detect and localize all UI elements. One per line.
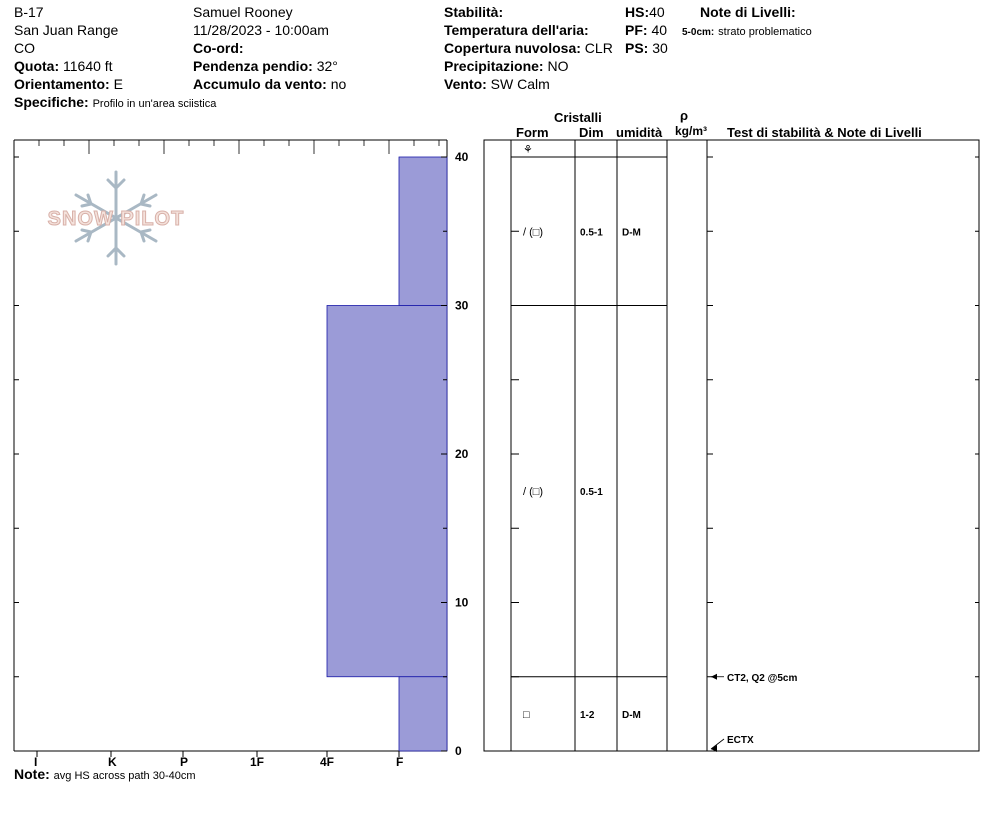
specifics-row: Specifiche: Profilo in un'area sciistica bbox=[14, 94, 216, 112]
hardness-bar bbox=[326, 305, 448, 678]
hs-label: HS: bbox=[625, 4, 650, 20]
layer-note-row: 5-0cm: strato problematico bbox=[682, 22, 812, 41]
wind-load-value: no bbox=[330, 76, 347, 92]
elevation-label: Quota: bbox=[14, 58, 60, 74]
layer-form: □ bbox=[523, 709, 530, 721]
depth-label: 20 bbox=[455, 447, 469, 461]
elevation-row: Quota: 11640 ft bbox=[14, 58, 113, 74]
pf-label: PF: bbox=[625, 22, 648, 38]
wind-value: SW Calm bbox=[490, 76, 550, 92]
density-header: kg/m³ bbox=[675, 124, 708, 138]
wind-load-row: Accumulo da vento: no bbox=[193, 76, 346, 92]
observer-name: Samuel Rooney bbox=[193, 4, 293, 20]
slope-value: 32° bbox=[316, 58, 338, 74]
aspect-label: Orientamento: bbox=[14, 76, 110, 92]
note-row: Note: avg HS across path 30-40cm bbox=[14, 766, 196, 784]
observation-datetime: 11/28/2023 - 10:00am bbox=[193, 22, 329, 38]
layer-moisture: D-M bbox=[622, 710, 641, 721]
logo-text: SNOW PILOT bbox=[47, 208, 185, 231]
note-text: avg HS across path 30-40cm bbox=[53, 770, 196, 782]
ps-label: PS: bbox=[625, 40, 649, 56]
layer-size: 0.5-1 bbox=[580, 227, 603, 238]
wind-load-label: Accumulo da vento: bbox=[193, 76, 327, 92]
specifics-label: Specifiche: bbox=[14, 94, 89, 110]
test-note: ECTX bbox=[727, 735, 754, 746]
specifics-value: Profilo in un'area sciistica bbox=[92, 98, 217, 110]
precip-value: NO bbox=[547, 58, 569, 74]
crystals-header: Cristalli bbox=[554, 110, 602, 125]
elevation-value: 11640 ft bbox=[63, 58, 113, 74]
snowpilot-logo: SNOW PILOT bbox=[38, 168, 194, 268]
hs-row: HS:40 bbox=[625, 4, 665, 20]
sky-label: Copertura nuvolosa: bbox=[444, 40, 581, 56]
layer-size: 1-2 bbox=[580, 710, 595, 721]
test-arrowhead bbox=[711, 673, 717, 680]
layer-form: / (□) bbox=[523, 226, 543, 238]
slope-row: Pendenza pendio: 32° bbox=[193, 58, 338, 74]
form-header: Form bbox=[516, 125, 549, 140]
test-pointer bbox=[710, 738, 725, 750]
wind-row: Vento: SW Calm bbox=[444, 76, 550, 92]
depth-label: 10 bbox=[455, 596, 469, 610]
range-name: San Juan Range bbox=[14, 22, 119, 38]
moisture-header: umidità bbox=[616, 125, 663, 140]
depth-label: 30 bbox=[455, 299, 469, 313]
profile-id: B-17 bbox=[14, 4, 44, 20]
slope-label: Pendenza pendio: bbox=[193, 58, 313, 74]
hardness-label: F bbox=[396, 755, 403, 769]
hardness-label: I bbox=[34, 755, 37, 769]
stability-label: Stabilità: bbox=[444, 4, 504, 20]
hardness-label: K bbox=[108, 755, 117, 769]
depth-label: 0 bbox=[455, 744, 462, 758]
sky-value: CLR bbox=[584, 40, 613, 56]
hardness-bar bbox=[398, 676, 448, 752]
layer-form: / (□) bbox=[523, 486, 543, 498]
hardness-label: P bbox=[180, 755, 188, 769]
precip-label: Precipitazione: bbox=[444, 58, 544, 74]
snowflake-icon bbox=[74, 170, 158, 266]
layer-notes-label: Note di Livelli: bbox=[700, 4, 796, 20]
aspect-value: E bbox=[113, 76, 123, 92]
layers-table-frame bbox=[483, 139, 980, 752]
surface-form-icon: ⚘ bbox=[523, 144, 533, 156]
wind-label: Vento: bbox=[444, 76, 487, 92]
air-temp-label: Temperatura dell'aria: bbox=[444, 22, 589, 38]
pf-row: PF: 40 bbox=[625, 22, 667, 38]
coord-label: Co-ord: bbox=[193, 40, 244, 56]
test-arrowhead bbox=[711, 745, 717, 752]
hardness-label: 4F bbox=[320, 755, 334, 769]
hs-value: 40 bbox=[649, 4, 665, 20]
layer-note-text: strato problematico bbox=[718, 26, 812, 38]
hardness-bar bbox=[398, 156, 448, 306]
rho-header: ρ bbox=[680, 108, 689, 123]
state-name: CO bbox=[14, 40, 35, 56]
layer-moisture: D-M bbox=[622, 227, 641, 238]
test-note: CT2, Q2 @5cm bbox=[727, 673, 797, 684]
size-header: Dim bbox=[579, 125, 604, 140]
layer-note-depth: 5-0cm: bbox=[682, 27, 715, 38]
depth-label: 40 bbox=[455, 150, 469, 164]
pf-value: 40 bbox=[651, 22, 668, 38]
note-label: Note: bbox=[14, 766, 50, 782]
aspect-row: Orientamento: E bbox=[14, 76, 123, 92]
layer-size: 0.5-1 bbox=[580, 487, 603, 498]
tests-header: Test di stabilità & Note di Livelli bbox=[727, 125, 922, 140]
sky-row: Copertura nuvolosa: CLR bbox=[444, 40, 613, 56]
ps-value: 30 bbox=[652, 40, 668, 56]
precip-row: Precipitazione: NO bbox=[444, 58, 568, 74]
ps-row: PS: 30 bbox=[625, 40, 668, 56]
hardness-label: 1F bbox=[250, 755, 264, 769]
